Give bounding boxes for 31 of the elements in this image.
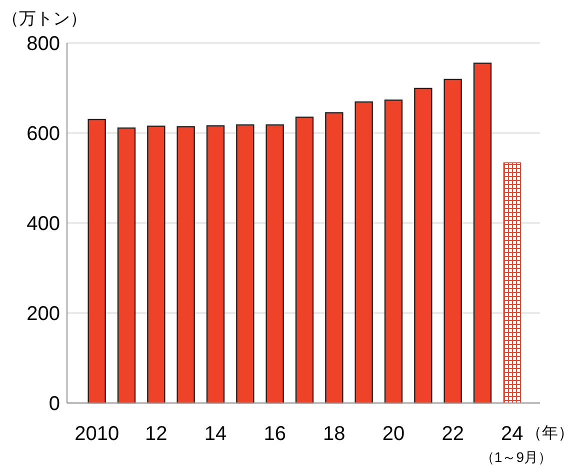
x-tick-label: 18 [323, 423, 346, 445]
bar [384, 100, 403, 404]
bar [236, 124, 254, 404]
bar [503, 162, 522, 404]
y-axis-title: （万トン） [2, 9, 87, 28]
x-tick-label: 16 [264, 423, 286, 445]
y-tick-label: 800 [26, 33, 60, 55]
y-tick-label: 0 [48, 393, 60, 415]
bar [176, 126, 195, 404]
y-tick-label: 400 [26, 213, 60, 235]
x-tick-label: 22 [442, 423, 464, 445]
x-tick-label: 20 [382, 423, 405, 445]
bar [325, 112, 344, 404]
bar [444, 78, 462, 404]
x-axis-title: （年） [526, 425, 574, 442]
y-tick-label: 200 [26, 303, 60, 325]
bar [88, 118, 106, 404]
bar [206, 125, 225, 404]
bar [117, 127, 136, 404]
bar [414, 88, 432, 404]
bar [266, 124, 284, 404]
bar [295, 116, 314, 404]
bar [354, 101, 373, 404]
x-tick-label: 24 [501, 423, 524, 445]
y-tick-label: 600 [26, 123, 60, 145]
text: （1～9月） [480, 449, 552, 465]
x-tick-label: 2010 [74, 423, 120, 445]
x-tick-label: 12 [145, 423, 168, 445]
bar [147, 126, 166, 404]
bar [473, 62, 492, 404]
x-tick-label: 14 [204, 423, 227, 445]
